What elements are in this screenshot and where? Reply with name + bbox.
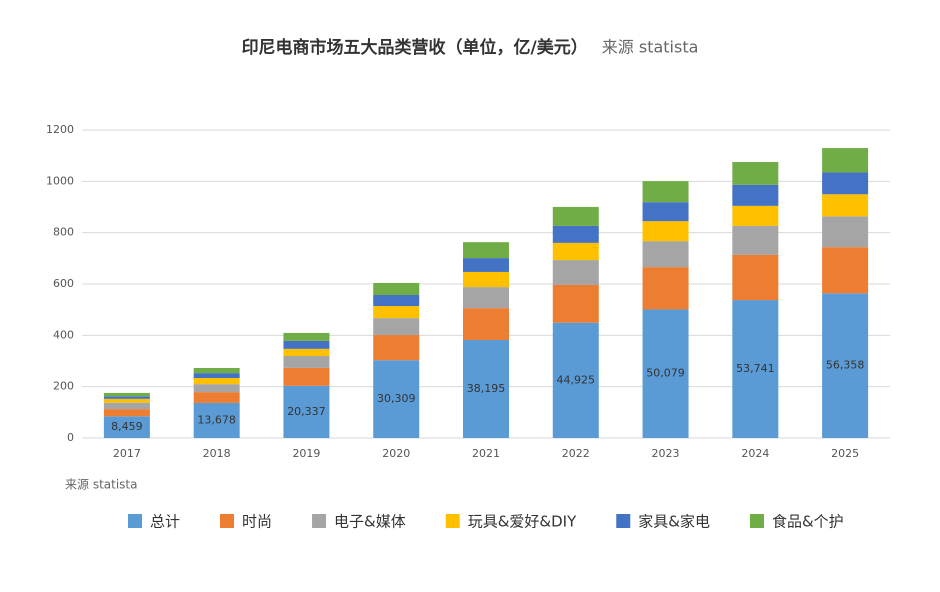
bar-segment: [193, 392, 240, 403]
bar-segment: [283, 348, 330, 357]
legend-swatch: [220, 514, 235, 528]
x-tick-label: 2024: [741, 447, 769, 460]
y-tick-label: 1200: [46, 123, 74, 136]
x-tick-label: 2025: [831, 447, 859, 460]
y-tick-label: 0: [67, 431, 74, 444]
data-label: 44,925: [557, 373, 596, 386]
bar-segment: [822, 216, 869, 248]
bar-segment: [463, 308, 509, 340]
bar-segment: [732, 161, 779, 185]
legend-swatch: [616, 514, 631, 528]
bar-segment: [732, 225, 779, 255]
data-label: 30,309: [377, 392, 416, 405]
bar-segment: [642, 241, 689, 268]
chart-title: 印尼电商市场五大品类营收（单位，亿/美元）: [242, 37, 588, 58]
bar-segment: [283, 356, 330, 368]
data-label: 53,741: [736, 362, 775, 375]
bar-segment: [463, 287, 509, 309]
bar-segment: [283, 385, 330, 438]
source-note: 来源 statista: [65, 478, 137, 492]
bar-segment: [463, 339, 509, 438]
legend-label: 时尚: [242, 513, 272, 531]
bar-segment: [103, 398, 150, 403]
legend-label: 电子&媒体: [334, 513, 406, 531]
data-label: 8,459: [111, 420, 143, 433]
y-tick-label: 600: [53, 277, 74, 290]
bar-segment: [642, 309, 689, 438]
data-label: 38,195: [467, 382, 506, 395]
bar-segment: [642, 267, 689, 310]
bar-segment: [822, 194, 869, 217]
bar-segment: [103, 409, 150, 417]
data-label: 56,358: [826, 359, 865, 372]
bar-segment: [552, 322, 599, 438]
bar-segment: [552, 260, 599, 285]
bar-segment: [822, 293, 869, 438]
bar-segment: [642, 202, 689, 222]
legend-label: 家具&家电: [638, 513, 710, 531]
data-label: 50,079: [646, 367, 685, 380]
bar-segment: [463, 271, 509, 288]
bar-segment: [373, 360, 420, 438]
bar-segment: [373, 282, 420, 296]
bar-segment: [103, 392, 150, 397]
y-tick-label: 800: [53, 226, 74, 239]
bar-segment: [373, 306, 420, 319]
bar-segment: [463, 242, 509, 259]
bar-segment: [732, 300, 779, 438]
bar-segment: [822, 172, 869, 195]
x-tick-label: 2023: [652, 447, 680, 460]
bar-segment: [732, 205, 779, 226]
bar-segment: [193, 367, 240, 374]
y-tick-label: 200: [53, 380, 74, 393]
y-tick-label: 1000: [46, 174, 74, 187]
legend-swatch: [749, 514, 764, 528]
bar-segment: [642, 181, 689, 203]
bar-segment: [463, 258, 509, 272]
bar-segment: [283, 332, 330, 341]
legend-label: 总计: [150, 513, 180, 531]
bar-segment: [552, 206, 599, 226]
bar-segment: [552, 284, 599, 323]
bar-segment: [103, 416, 150, 438]
legend-label: 玩具&爱好&DIY: [468, 513, 577, 531]
x-tick-label: 2020: [382, 447, 410, 460]
legend-swatch: [128, 514, 142, 528]
x-tick-label: 2022: [562, 447, 590, 460]
bar-segment: [103, 396, 150, 399]
chart-subtitle: 来源 statista: [602, 38, 699, 57]
legend-swatch: [445, 514, 460, 528]
bar-segment: [642, 221, 689, 242]
bar-segment: [552, 225, 599, 243]
bar-segment: [283, 367, 330, 386]
bar-segment: [283, 340, 330, 349]
x-tick-label: 2018: [203, 447, 231, 460]
x-tick-label: 2019: [292, 447, 320, 460]
bar-segment: [103, 402, 150, 410]
bar-segment: [732, 184, 779, 206]
x-tick-label: 2017: [113, 447, 141, 460]
bar-segment: [373, 318, 420, 336]
legend-label: 食品&个护: [772, 513, 844, 531]
bar-segment: [193, 402, 240, 438]
bar-segment: [193, 373, 240, 378]
bar-segment: [193, 377, 240, 385]
x-tick-label: 2021: [472, 447, 500, 460]
legend-swatch: [312, 514, 327, 528]
bar-segment: [373, 295, 420, 307]
bar-segment: [732, 254, 779, 301]
bar-segment: [822, 148, 869, 173]
bar-segment: [193, 384, 240, 393]
data-label: 20,337: [287, 405, 326, 418]
bar-segment: [373, 335, 420, 361]
bar-segment: [552, 242, 599, 261]
y-tick-label: 400: [53, 328, 74, 341]
data-label: 13,678: [197, 413, 236, 426]
bar-segment: [822, 247, 869, 294]
